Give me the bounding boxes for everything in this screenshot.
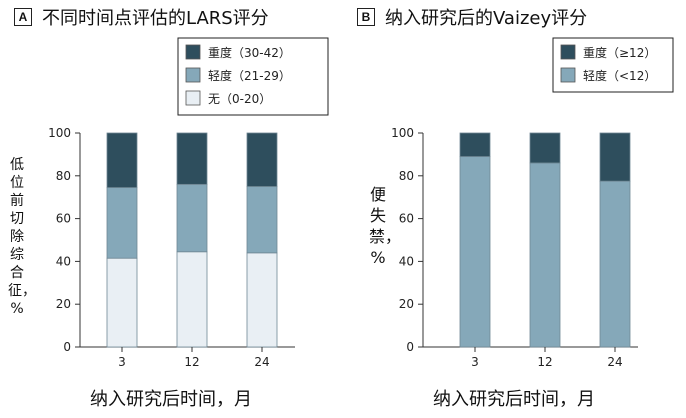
bar-segment: [106, 132, 138, 188]
x-axis-label: 纳入研究后时间，月: [433, 389, 595, 410]
legend-box: [177, 37, 329, 116]
y-tick-label: 0: [63, 340, 71, 354]
y-tick-label: 40: [56, 254, 71, 268]
chart-plot: 0 20 40 60 80 100 3 12 24 重度（≥12） 轻度（<12）: [391, 37, 674, 369]
legend-label: 无（0-20）: [208, 92, 271, 106]
y-tick-label: 80: [56, 169, 71, 183]
legend-label: 重度（≥12）: [583, 45, 656, 60]
bar-segment: [106, 187, 138, 259]
legend-swatch: [560, 67, 576, 83]
y-tick-label: 60: [56, 212, 71, 226]
bar-segment: [599, 132, 631, 182]
bar-segment: [459, 132, 491, 157]
y-tick-label: 40: [399, 254, 414, 268]
y-tick-label: 20: [56, 297, 71, 311]
bar-segment: [176, 132, 208, 185]
y-tick-label: 100: [48, 126, 71, 140]
chart-title: 不同时间点评估的LARS评分: [42, 8, 269, 29]
bar-segment: [106, 257, 138, 348]
bar-segment: [246, 186, 278, 254]
x-tick-label: 24: [254, 355, 269, 369]
bar-segment: [459, 156, 491, 348]
y-tick-label: 80: [399, 169, 414, 183]
legend-swatch: [185, 44, 201, 60]
legend-swatch: [185, 90, 201, 106]
x-tick-label: 3: [118, 355, 126, 369]
x-axis-label: 纳入研究后时间，月: [90, 389, 252, 410]
bar-segment: [246, 252, 278, 348]
bar-segment: [529, 162, 561, 348]
x-tick-label: 24: [607, 355, 622, 369]
legend-label: 轻度（21-29）: [208, 68, 291, 83]
y-tick-label: 0: [406, 340, 414, 354]
bar-segment: [176, 183, 208, 253]
x-tick-label: 3: [471, 355, 479, 369]
panel-header: B 纳入研究后的Vaizey评分: [357, 4, 587, 30]
x-tick-label: 12: [537, 355, 552, 369]
bar-segment: [176, 251, 208, 348]
panel-header: A 不同时间点评估的LARS评分: [14, 4, 269, 30]
chart-title: 纳入研究后的Vaizey评分: [385, 8, 588, 29]
x-tick-label: 12: [184, 355, 199, 369]
bar-segment: [599, 180, 631, 348]
panel-label: B: [357, 8, 375, 26]
y-tick-label: 20: [399, 297, 414, 311]
panel-label: A: [14, 8, 32, 26]
bar-segment: [246, 132, 278, 187]
chart-plot: 0 20 40 60 80 100 3 12 24 重度（30-42） 轻度（21-29） 无（0-2…: [48, 37, 329, 369]
y-tick-label: 60: [399, 212, 414, 226]
legend-label: 重度（30-42）: [208, 45, 291, 60]
legend-label: 轻度（<12）: [583, 68, 656, 83]
legend-swatch: [560, 44, 576, 60]
legend-swatch: [185, 67, 201, 83]
chart-panel-b: B 纳入研究后的Vaizey评分 便失禁，% 纳入研究后时间，月 0 20 40 60…: [343, 0, 686, 418]
bar-segment: [529, 132, 561, 164]
y-tick-label: 100: [391, 126, 414, 140]
